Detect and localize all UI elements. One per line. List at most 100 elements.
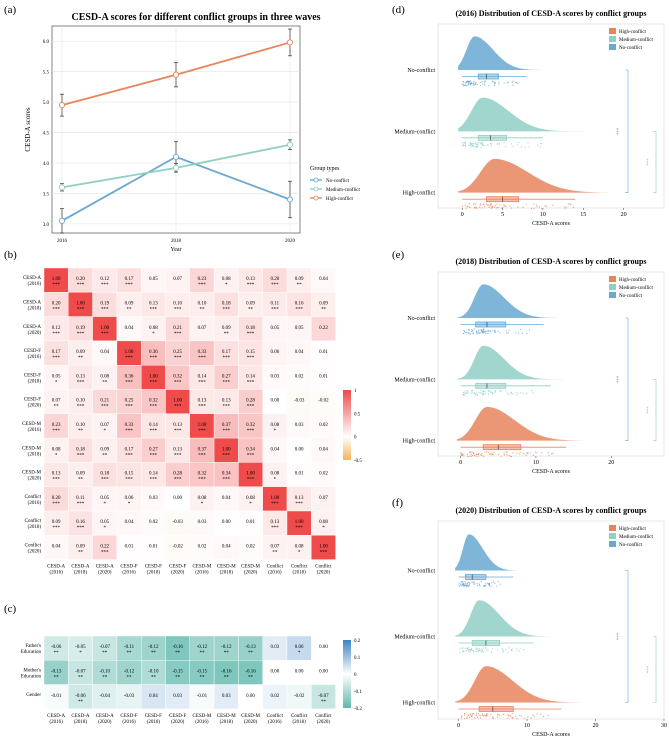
rain-point [462, 144, 465, 146]
legend-label: Medium-conflict [326, 188, 360, 193]
rain-point [495, 207, 497, 209]
cell-significance: *** [247, 356, 255, 361]
legend-swatch [609, 28, 616, 34]
rain-point [572, 206, 575, 208]
rain-point [479, 649, 481, 651]
cell-significance: *** [174, 429, 182, 434]
rain-point [516, 81, 518, 83]
cell-significance: *** [223, 356, 231, 361]
rain-point [471, 581, 473, 583]
rain-point [488, 582, 491, 584]
rain-point [496, 649, 499, 651]
rain-point [478, 391, 480, 393]
rain-point [544, 205, 546, 207]
bracket-significance: *** [617, 632, 622, 640]
bracket-significance: *** [617, 127, 622, 135]
cell-significance: ** [78, 550, 84, 555]
row-label: CESD-M [22, 422, 41, 427]
cell-significance: ** [78, 700, 84, 705]
bracket-significance: *** [647, 158, 652, 166]
rain-point [470, 390, 473, 392]
legend-swatch [609, 284, 616, 290]
cell-significance: *** [150, 453, 158, 458]
cell-significance: ** [199, 307, 205, 312]
rain-point [470, 454, 472, 456]
rain-point [515, 392, 517, 394]
cell-significance: ** [321, 307, 327, 312]
rain-point [462, 585, 464, 587]
legend-marker [313, 177, 319, 183]
cell-value: 0.05 [100, 496, 109, 501]
heatmap-cell [262, 486, 288, 512]
rain-point [471, 389, 474, 392]
row-label: CESD-A [23, 300, 41, 305]
rain-point [508, 329, 510, 331]
heatmap-cell [92, 684, 118, 710]
cell-value: 1.00 [270, 496, 279, 501]
rain-point [480, 454, 482, 456]
rain-point [463, 82, 465, 84]
rain-point [491, 647, 493, 650]
rain-point [492, 392, 494, 394]
rain-point [564, 207, 566, 209]
rain-point [504, 205, 506, 207]
cell-value: 0.08 [319, 520, 328, 525]
cell-significance: *** [247, 453, 255, 458]
rain-point [471, 391, 473, 393]
col-label-year: (2016) [49, 571, 63, 576]
rain-point [476, 143, 478, 145]
cell-value: 0.08 [149, 326, 158, 331]
heatmap-cell [68, 365, 93, 390]
rain-point [484, 331, 486, 333]
cell-value: 0.37 [198, 447, 207, 452]
rain-point [470, 455, 472, 458]
rain-point [484, 451, 486, 453]
rain-point [464, 392, 467, 394]
cell-significance: *** [52, 356, 60, 361]
cell-significance: * [104, 526, 107, 531]
cell-value: 1.00 [100, 326, 109, 331]
cell-value: 0.05 [270, 326, 279, 331]
cell-significance: *** [271, 307, 279, 312]
rain-point [487, 204, 489, 206]
cell-value: 0.19 [100, 301, 109, 306]
cell-significance: ** [175, 675, 181, 680]
rain-point [471, 650, 474, 652]
col-label-year: (2016) [268, 720, 282, 725]
cell-value: 0.27 [222, 374, 231, 379]
rain-point [510, 715, 512, 717]
rain-point [536, 713, 538, 715]
x-tick-label: 10 [533, 460, 539, 466]
heatmap-cell [311, 389, 336, 414]
cell-value: 0.04 [319, 447, 328, 452]
rain-point [510, 143, 513, 145]
legend-colorbar [343, 390, 351, 460]
legend-label: Medium-conflict [619, 38, 653, 43]
cell-value: -0.10 [148, 669, 159, 674]
rain-point [505, 451, 507, 453]
cell-value: 0.05 [149, 277, 158, 282]
rain-point [538, 206, 540, 208]
heatmap-cell [140, 510, 166, 536]
cell-value: -0.12 [221, 645, 232, 650]
cell-significance: *** [198, 356, 206, 361]
cell-value: 0.25 [173, 350, 182, 355]
heatmap-cell [238, 660, 263, 685]
cell-value: 0.01 [246, 520, 255, 525]
cell-significance: *** [52, 478, 60, 483]
col-label: CESD-A [47, 714, 65, 719]
cell-significance: *** [198, 478, 206, 483]
heatmap-cell [213, 437, 239, 463]
density-no [458, 36, 560, 70]
col-label: CESD-M [192, 565, 211, 570]
rain-point [467, 81, 469, 83]
cell-value: 0.04 [52, 544, 61, 549]
cell-significance: *** [125, 380, 133, 385]
legend-colorbar [343, 640, 351, 708]
cell-value: -0.11 [124, 645, 135, 650]
rain-point [467, 328, 470, 331]
rain-point [503, 82, 505, 84]
heatmap-cell [189, 389, 215, 414]
rain-point [468, 584, 470, 586]
